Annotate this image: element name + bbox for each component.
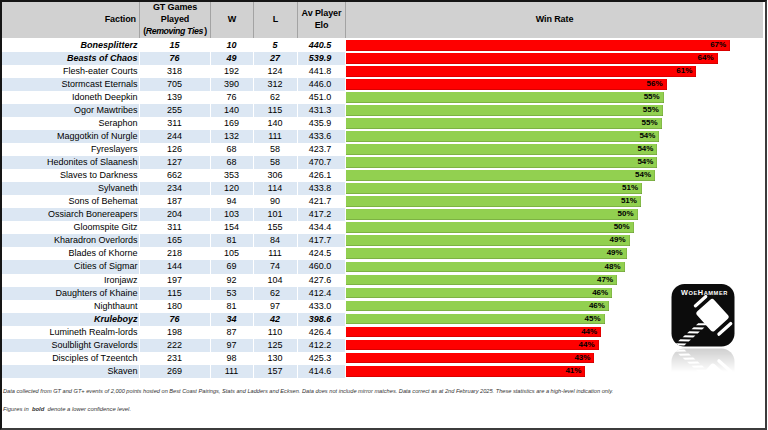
svg-text:WOEHAMMER: WOEHAMMER <box>681 288 728 297</box>
